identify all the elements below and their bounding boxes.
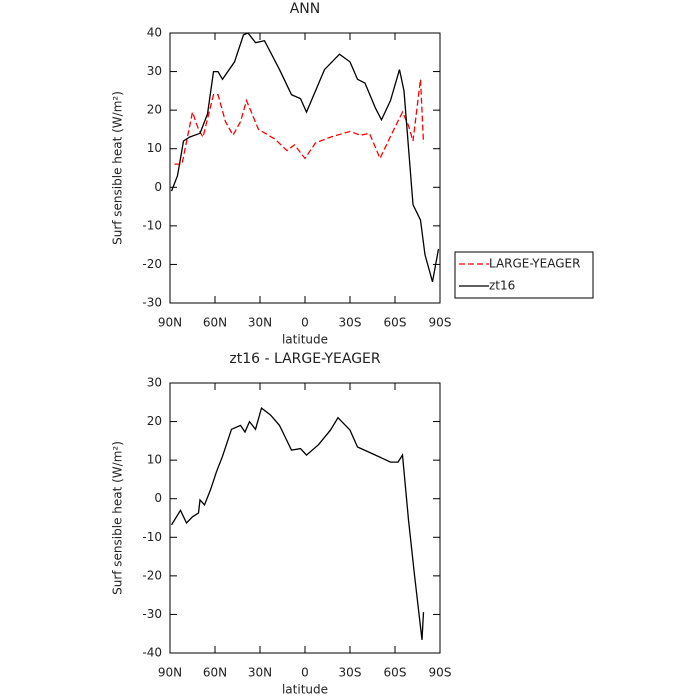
data-line [170,407,425,640]
y-tick-label: 0 [154,180,162,194]
y-axis-label: Surf sensible heat (W/m²) [111,441,125,595]
x-tick-label: 90S [429,316,452,330]
legend-box [454,251,594,299]
y-tick-label: -30 [142,607,162,621]
x-tick-label: 30S [339,666,362,680]
x-tick-label: 60N [203,316,227,330]
x-tick-label: 90S [429,666,452,680]
x-tick-label: 60S [384,666,407,680]
y-tick-label: -20 [142,568,162,582]
x-tick-label: 30N [248,666,272,680]
plot-frame [169,382,441,654]
x-tick-label: 0 [301,666,309,680]
x-tick-label: 90N [158,316,182,330]
plot-frame [169,32,441,304]
y-tick-label: 30 [147,376,162,390]
y-axis-label: Surf sensible heat (W/m²) [111,91,125,245]
y-tick-label: 30 [147,64,162,78]
x-tick-label: 60N [203,666,227,680]
x-tick-label: 30N [248,316,272,330]
y-tick-label: 20 [147,414,162,428]
chart-title: ANN [290,1,321,17]
x-tick-label: 60S [384,316,407,330]
y-tick-label: 10 [147,453,162,467]
data-line [170,32,440,282]
legend-label: zt16 [489,279,515,293]
x-tick-label: 90N [158,666,182,680]
y-tick-label: -10 [142,530,162,544]
y-tick-label: 40 [147,26,162,40]
x-tick-label: 30S [339,316,362,330]
y-tick-label: -40 [142,646,162,660]
x-axis-label: latitude [282,683,328,697]
y-tick-label: -10 [142,218,162,232]
y-tick-label: 0 [154,491,162,505]
data-line [174,79,425,165]
x-tick-label: 0 [301,316,309,330]
x-axis-label: latitude [282,333,328,347]
y-tick-label: -20 [142,257,162,271]
y-tick-label: 10 [147,141,162,155]
chart-title: zt16 - LARGE-YEAGER [229,351,381,367]
y-tick-label: -30 [142,296,162,310]
legend-label: LARGE-YEAGER [489,257,580,271]
y-tick-label: 20 [147,103,162,117]
